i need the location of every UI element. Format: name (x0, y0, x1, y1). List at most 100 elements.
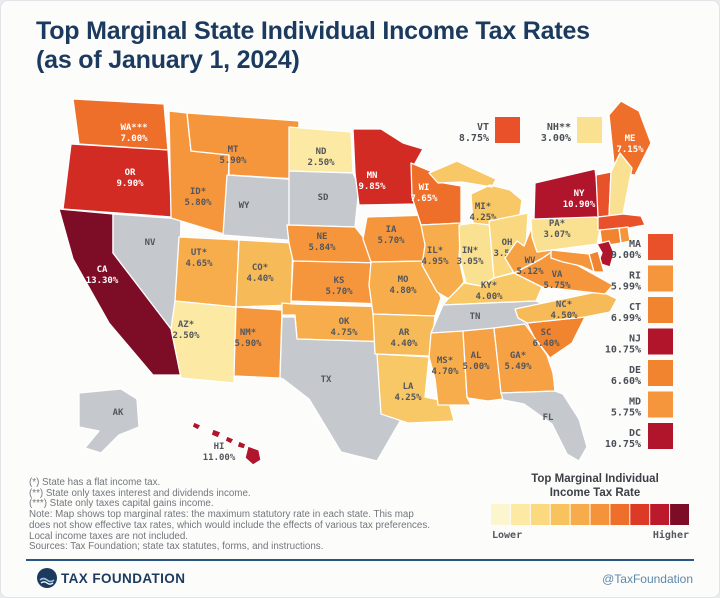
state-NM-abbr-label: NM* (240, 328, 256, 338)
callout-DC-rate-label: 10.75% (605, 439, 641, 450)
state-IL-abbr-label: IL* (427, 246, 443, 256)
state-WI-rate-label: 7.65% (410, 194, 438, 204)
legend-swatch-5 (570, 504, 590, 525)
state-MD (550, 249, 595, 273)
state-IN-abbr-label: IN* (462, 246, 478, 256)
state-ID-rate-label: 5.80% (184, 198, 212, 208)
state-MI-rate-label: 4.25% (469, 213, 497, 223)
state-NM-rate-label: 5.90% (234, 339, 262, 349)
state-OK-abbr-label: OK (339, 317, 350, 327)
legend-swatch-10 (670, 504, 689, 525)
tax-foundation-logo-icon (37, 568, 57, 588)
state-MN-rate-label: 9.85% (358, 182, 386, 192)
state-NE-abbr-label: NE (317, 232, 328, 242)
callout-RI-rate-label: 5.99% (611, 282, 641, 293)
state-LA-abbr-label: LA (403, 382, 414, 392)
callout-MD-abbr-label: MD (629, 397, 641, 408)
state-UT-rate-label: 4.65% (185, 259, 213, 269)
legend-title-line-2: Income Tax Rate (550, 487, 641, 499)
footnotes: (*) State has a flat income tax. (**) St… (29, 477, 474, 553)
state-OR-abbr-label: OR (125, 168, 136, 178)
callout-MD-rate-label: 5.75% (611, 408, 641, 419)
callout-CT-rate-label: 6.99% (611, 313, 641, 324)
callout-RI-abbr-label: RI (629, 271, 641, 282)
state-MT-rate-label: 5.90% (219, 156, 247, 166)
legend: Top Marginal Individual Income Tax Rate … (491, 473, 689, 541)
state-NY-rate-label: 10.90% (563, 200, 596, 210)
callout-VT-rate-label: 8.75% (459, 133, 489, 144)
state-CA-rate-label: 13.30% (86, 276, 119, 286)
state-NC-abbr-label: NC* (556, 300, 572, 310)
state-NV-abbr-label: NV (145, 238, 156, 248)
state-KS-rate-label: 5.70% (325, 287, 353, 297)
state-LA-rate-label: 4.25% (394, 393, 422, 403)
state-AK-abbr-label: AK (113, 408, 124, 418)
state-FL-abbr-label: FL (543, 413, 554, 423)
footnote-note-3: Local income taxes are not included. (29, 530, 189, 542)
state-RI (618, 226, 631, 244)
state-AZ (170, 300, 237, 384)
state-IA-rate-label: 5.70% (377, 236, 405, 246)
callout-MA-rate-label: 9.00% (611, 250, 641, 261)
state-WA-abbr-label: WA*** (120, 123, 147, 133)
state-SD (288, 170, 360, 228)
legend-swatch-6 (590, 504, 610, 525)
state-AK (78, 388, 140, 454)
state-MI-abbr-label: MI* (475, 202, 491, 212)
callout-swatch-CT (648, 297, 673, 323)
callout-DE-abbr-label: DE (629, 365, 641, 376)
state-WI-abbr-label: WI (419, 183, 430, 193)
state-AZ-rate-label: 2.50% (172, 331, 200, 341)
state-SC-abbr-label: SC (541, 328, 552, 338)
state-WA-rate-label: 7.00% (120, 134, 148, 144)
legend-swatch-8 (630, 504, 650, 525)
state-SD-abbr-label: SD (318, 193, 329, 203)
callout-VT-abbr-label: VT (477, 122, 489, 133)
title-line-1: Top Marginal State Individual Income Tax… (36, 17, 590, 45)
footer-twitter-handle: @TaxFoundation (602, 572, 693, 586)
footer-divider (26, 559, 694, 561)
callout-swatch-NJ (648, 328, 673, 355)
state-TN-abbr-label: TN (470, 312, 481, 322)
callout-swatch-DE (648, 360, 673, 386)
callout-NH-abbr-label: NH** (547, 122, 571, 133)
callout-swatch-DC (648, 423, 673, 449)
legend-title-line-1: Top Marginal Individual (531, 473, 659, 485)
state-WV-abbr-label: WV (525, 256, 536, 266)
state-ID-abbr-label: ID* (190, 187, 206, 197)
state-OH-abbr-label: OH (502, 238, 513, 248)
state-ME-rate-label: 7.15% (616, 145, 644, 155)
page-title: Top Marginal State Individual Income Tax… (36, 17, 696, 75)
state-MI (428, 160, 523, 226)
state-HI-abbr-label: HI (214, 442, 225, 452)
state-WY-abbr-label: WY (239, 201, 250, 211)
state-MA (597, 213, 646, 231)
state-MO-abbr-label: MO (398, 275, 409, 285)
legend-lower-label: Lower (492, 530, 522, 541)
callout-swatch-MD (648, 391, 673, 418)
state-LA (376, 353, 455, 424)
state-OR-rate-label: 9.90% (116, 179, 144, 189)
callout-NJ-rate-label: 10.75% (605, 345, 641, 356)
footnote-note-2: does not show effective tax rates, which… (29, 519, 430, 531)
legend-swatch-2 (510, 504, 530, 525)
state-HI (191, 421, 262, 466)
state-KS-abbr-label: KS (334, 276, 345, 286)
footer: TAX FOUNDATION @TaxFoundation (1, 566, 719, 594)
state-IN-rate-label: 3.05% (456, 257, 484, 267)
state-GA-rate-label: 5.49% (504, 362, 532, 372)
state-WV-rate-label: 5.12% (516, 267, 544, 277)
callout-NJ-abbr-label: NJ (629, 334, 641, 345)
state-IA-abbr-label: IA (386, 225, 397, 235)
legend-swatch-3 (530, 504, 550, 525)
state-MS-rate-label: 4.70% (431, 367, 459, 377)
callout-swatch-MA (648, 234, 673, 260)
legend-color-scale (491, 504, 689, 525)
footnote-sources: Sources: Tax Foundation; state tax statu… (29, 541, 324, 553)
state-GA-abbr-label: GA* (510, 351, 526, 361)
state-VA-rate-label: 5.75% (543, 281, 571, 291)
callout-MA-abbr-label: MA (629, 239, 641, 250)
callout-DE-rate-label: 6.60% (611, 376, 641, 387)
state-ME-abbr-label: ME (625, 134, 636, 144)
